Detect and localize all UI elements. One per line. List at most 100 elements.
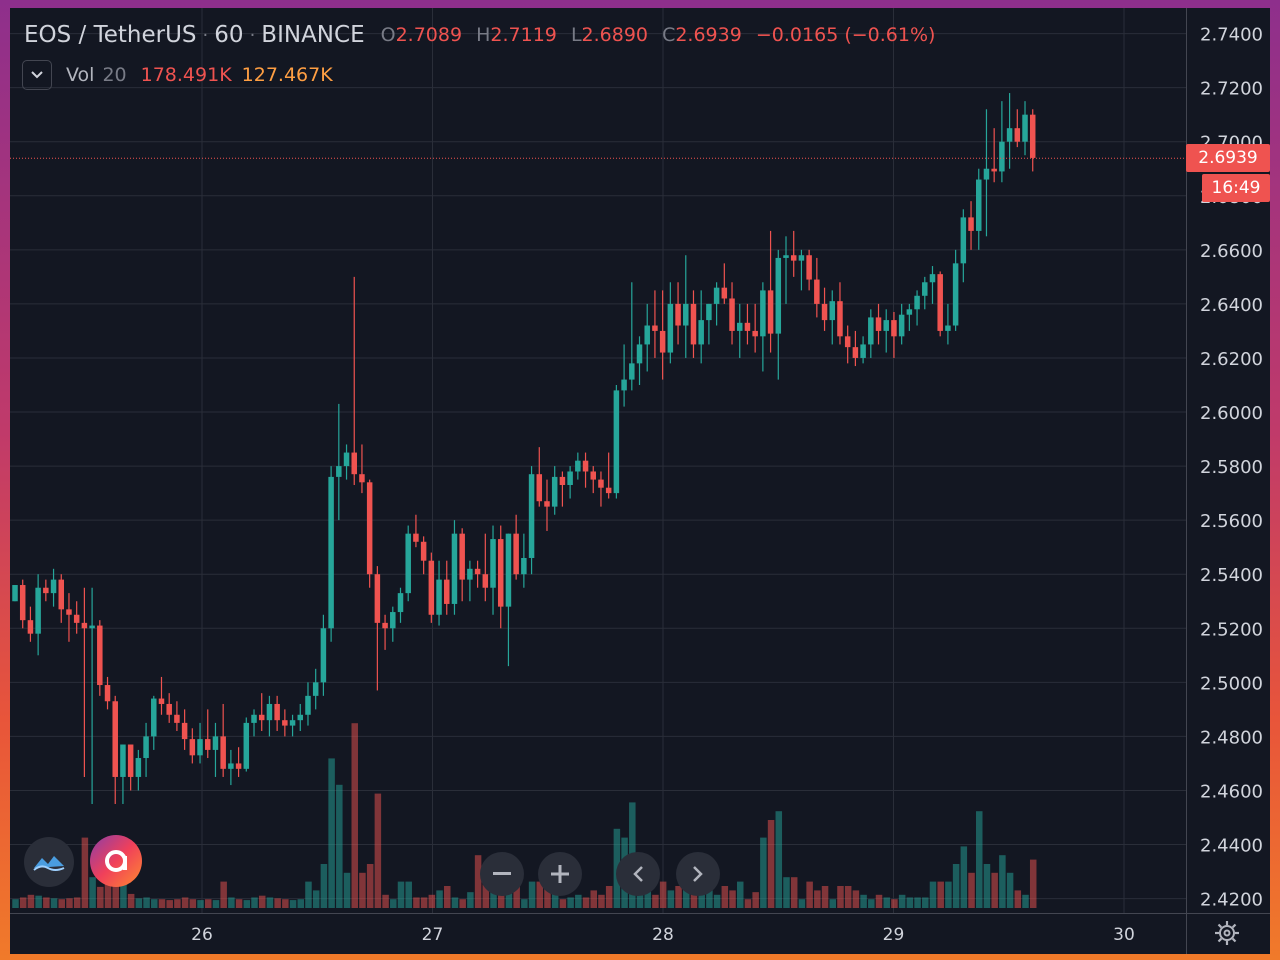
- volume-ma-value: 127.467K: [241, 64, 333, 86]
- candle-body: [181, 722, 188, 740]
- candle-body: [220, 736, 226, 769]
- volume-bar: [127, 893, 135, 908]
- price-tick-label: 2.5000: [1200, 673, 1263, 694]
- scroll-right-button[interactable]: [676, 852, 720, 896]
- volume-bar: [1029, 859, 1037, 908]
- scroll-left-button[interactable]: [616, 852, 660, 896]
- price-tick-label: 2.7400: [1200, 25, 1263, 46]
- volume-bar: [551, 890, 559, 908]
- volume-bar: [397, 881, 405, 908]
- candle-body: [829, 301, 836, 321]
- candle-body: [598, 479, 604, 488]
- candle-body: [205, 739, 211, 750]
- volume-bar: [706, 890, 713, 908]
- volume-bar: [1014, 890, 1022, 908]
- interval-label[interactable]: 60: [214, 22, 244, 48]
- bar-countdown-label: 16:49: [1202, 174, 1270, 203]
- volume-bar: [590, 890, 597, 908]
- candles: [12, 93, 1036, 804]
- candle-body: [35, 587, 41, 634]
- time-scale[interactable]: 26 27 28 29 30: [191, 925, 1135, 945]
- volume-bar: [197, 900, 204, 908]
- candle-body: [104, 685, 111, 702]
- candle-body: [1022, 114, 1028, 142]
- price-tick-label: 2.4200: [1200, 890, 1263, 911]
- volume-bar: [744, 899, 752, 908]
- candle-body: [713, 287, 720, 304]
- candle-body: [521, 557, 527, 575]
- candle-body: [551, 476, 558, 507]
- volume-bar: [582, 897, 590, 908]
- candle-body: [127, 744, 134, 777]
- price-tick-label: 2.6600: [1200, 241, 1263, 262]
- volume-bar: [482, 872, 490, 908]
- candle-body: [66, 609, 72, 615]
- time-tick-label: 28: [652, 925, 674, 945]
- volume-bar: [297, 899, 305, 908]
- volume-bar: [521, 899, 528, 908]
- candle-body: [413, 533, 419, 542]
- zoom-in-button[interactable]: [538, 852, 582, 896]
- zoom-out-button[interactable]: [480, 852, 524, 896]
- volume-bar: [883, 897, 890, 908]
- volume-bar: [81, 837, 89, 908]
- volume-bar: [405, 881, 412, 908]
- change-value: −0.0165 (−0.61%): [755, 24, 936, 46]
- candle-body: [459, 533, 465, 580]
- price-tick-label: 2.5200: [1200, 619, 1263, 640]
- volume-bar: [266, 897, 274, 908]
- candle-body: [698, 320, 704, 345]
- candle-body: [351, 452, 357, 475]
- candle-body: [135, 758, 142, 777]
- volume-bar: [860, 894, 867, 908]
- countdown-text: 16:49: [1211, 178, 1261, 199]
- candle-body: [505, 533, 512, 607]
- candle-body: [158, 698, 165, 704]
- volume-bar: [451, 897, 459, 908]
- plus-icon: [551, 865, 569, 883]
- candle-body: [582, 460, 589, 472]
- candle-body: [721, 287, 728, 299]
- candle-body: [73, 614, 80, 623]
- volume-bar: [27, 894, 35, 908]
- chart-canvas[interactable]: 2.74002.72002.70002.68002.66002.64002.62…: [10, 8, 1270, 954]
- candle-body: [999, 141, 1005, 172]
- volume-bar: [444, 886, 451, 908]
- candle-body: [875, 317, 882, 331]
- collapse-legend-button[interactable]: [22, 60, 52, 90]
- volume-bar: [929, 881, 937, 908]
- candle-body: [197, 739, 203, 756]
- symbol-name[interactable]: EOS / TetherUS: [24, 22, 197, 48]
- volume-bar: [898, 894, 906, 908]
- cloud-wave-logo[interactable]: [24, 837, 74, 887]
- volume-bar: [914, 897, 921, 908]
- symbol-legend[interactable]: EOS / TetherUS · 60 · BINANCE O2.7089 H2…: [24, 20, 935, 50]
- candle-body: [143, 736, 149, 759]
- open-value: 2.7089: [395, 24, 463, 46]
- candle-body: [683, 303, 689, 326]
- volume-bar: [821, 886, 829, 908]
- volume-bar: [66, 898, 73, 908]
- candle-body: [312, 682, 319, 696]
- candle-body: [497, 539, 504, 607]
- candle-body: [243, 722, 250, 769]
- price-tick-label: 2.4400: [1200, 836, 1263, 857]
- letter-a-icon: [105, 850, 127, 872]
- letter-a-logo[interactable]: [90, 835, 142, 887]
- candle-body: [112, 701, 118, 777]
- volume-legend[interactable]: Vol 20 178.491K 127.467K: [22, 60, 333, 90]
- volume-bar: [282, 899, 289, 908]
- candle-body: [405, 533, 411, 594]
- candle-body: [906, 309, 913, 315]
- volume-indicator-name[interactable]: Vol: [66, 64, 95, 86]
- price-tick-label: 2.7200: [1200, 79, 1263, 100]
- volume-bar: [135, 898, 143, 908]
- volume-ma-length: 20: [102, 64, 127, 86]
- candle-body: [536, 474, 543, 502]
- candle-body: [821, 303, 828, 321]
- candle-body: [282, 720, 288, 726]
- settings-button[interactable]: [1210, 916, 1244, 950]
- volume-bar: [736, 881, 744, 908]
- candle-body: [991, 168, 997, 172]
- candle-body: [151, 698, 157, 737]
